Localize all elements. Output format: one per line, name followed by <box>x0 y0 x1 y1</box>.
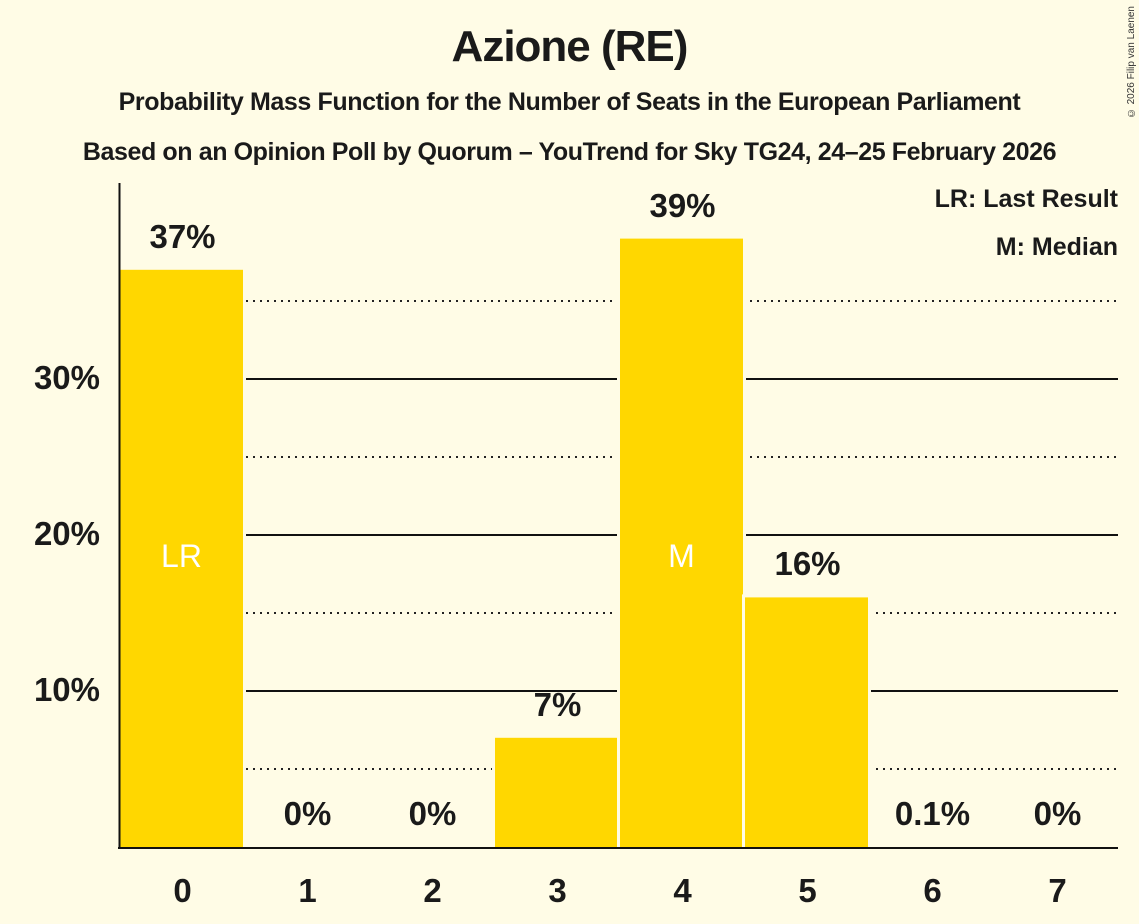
median-marker: M <box>668 538 695 574</box>
bar-0 <box>120 269 243 847</box>
x-tick-label: 7 <box>1048 872 1067 909</box>
value-label: 0% <box>283 795 332 832</box>
value-label: 0% <box>1033 795 1082 832</box>
bar-5 <box>745 597 868 847</box>
bar-3 <box>495 737 618 847</box>
x-tick-label: 6 <box>923 872 942 909</box>
chart-subtitle: Probability Mass Function for the Number… <box>118 88 1021 116</box>
value-label: 39% <box>649 186 716 224</box>
value-label: 16% <box>774 545 841 583</box>
legend-last-result: LR: Last Result <box>934 185 1118 213</box>
y-tick-label: 20% <box>33 515 100 552</box>
chart-source: Based on an Opinion Poll by Quorum – You… <box>82 138 1057 166</box>
value-label: 0.1% <box>894 795 971 832</box>
x-tick-label: 2 <box>423 872 442 909</box>
x-tick-label: 4 <box>673 872 692 909</box>
x-tick-label: 0 <box>173 872 192 909</box>
bar-4 <box>620 238 743 848</box>
bars <box>117 235 871 848</box>
last-result-marker: LR <box>161 538 202 574</box>
value-label: 37% <box>149 217 216 255</box>
value-label: 0% <box>408 795 457 832</box>
x-tick-label: 5 <box>798 872 817 909</box>
legend-median: M: Median <box>995 233 1118 261</box>
x-tick-label: 1 <box>298 872 317 909</box>
value-label: 7% <box>533 685 582 723</box>
y-tick-label: 10% <box>33 671 100 708</box>
x-tick-label: 3 <box>548 872 567 909</box>
y-tick-label: 30% <box>33 359 100 396</box>
chart-title: Azione (RE) <box>451 22 689 71</box>
